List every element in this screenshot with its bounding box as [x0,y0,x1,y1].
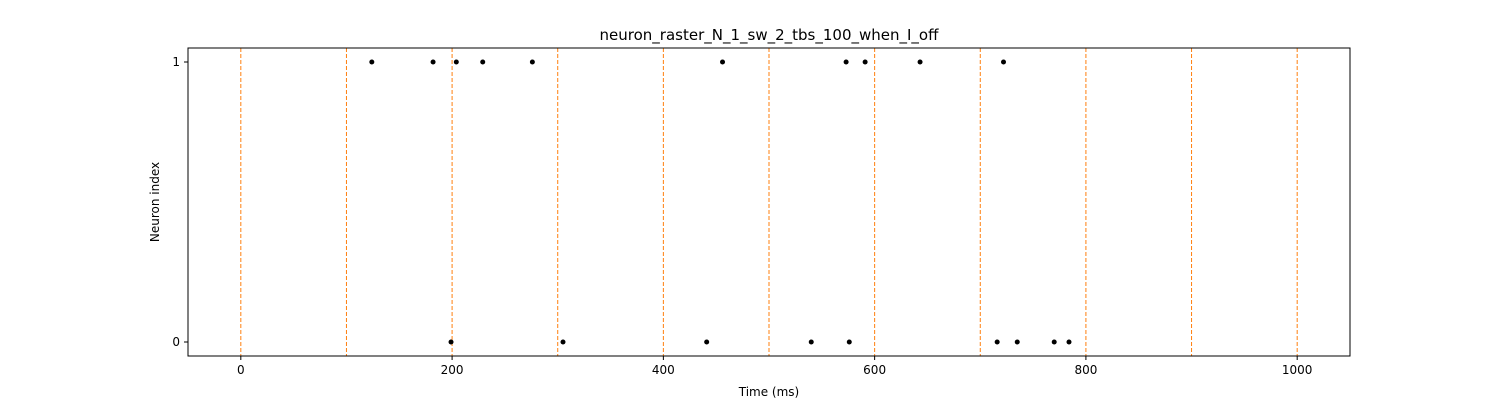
spike-point [480,59,486,65]
x-axis-ticks: 0 200 400 600 800 1000 [237,356,1312,377]
x-tick-label: 200 [441,363,464,377]
spike-point [369,59,375,65]
x-tick-label: 600 [863,363,886,377]
spike-point [430,59,436,65]
spike-point [720,59,726,65]
spike-point [1001,59,1007,65]
spike-point [917,59,923,65]
vertical-lines [240,48,1298,356]
spike-point [1014,339,1020,345]
x-tick-label: 400 [652,363,675,377]
spike-point [529,59,535,65]
spike-point [846,339,852,345]
spike-point [560,339,566,345]
spike-point [862,59,868,65]
y-tick-label: 1 [172,55,180,69]
spike-point [1051,339,1057,345]
y-tick-label: 0 [172,335,180,349]
spike-point [704,339,710,345]
spike-point [808,339,814,345]
chart-title: neuron_raster_N_1_sw_2_tbs_100_when_I_of… [600,26,940,45]
y-axis-ticks: 01 [172,55,188,349]
x-tick-label: 800 [1074,363,1097,377]
spike-point [448,339,454,345]
y-axis-label: Neuron index [148,162,162,242]
x-tick-label: 1000 [1282,363,1313,377]
spike-point [994,339,1000,345]
spike-points [369,59,1072,345]
x-tick-label: 0 [237,363,245,377]
plot-frame [187,47,1351,357]
spike-point [453,59,459,65]
spike-point [843,59,849,65]
spike-point [1066,339,1072,345]
x-axis-label: Time (ms) [738,385,800,399]
